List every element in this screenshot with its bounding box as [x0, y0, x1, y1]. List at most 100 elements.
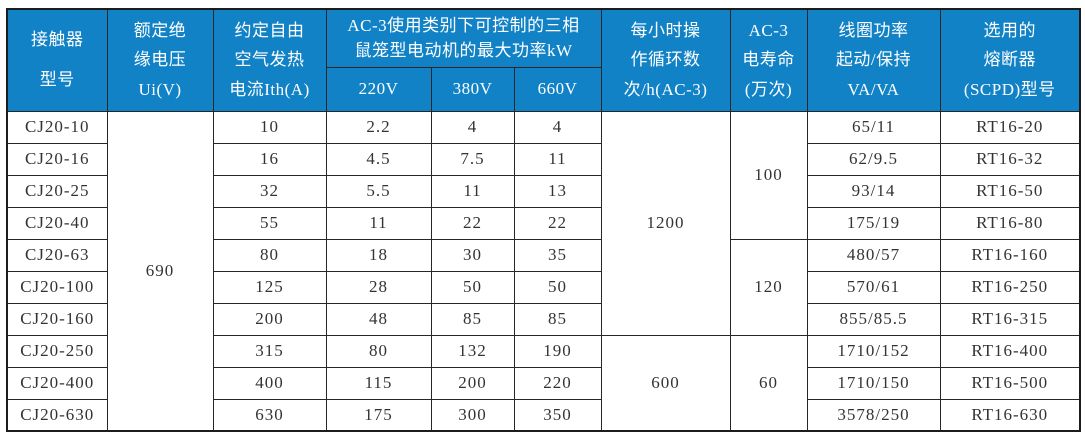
cell-coil: 93/14 — [806, 174, 941, 208]
header-kw-220v: 220V — [325, 66, 432, 112]
cell-model: CJ20-630 — [6, 398, 108, 432]
header-cycles: 每小时操 作循环数 次/h(AC-3) — [600, 8, 731, 112]
cell-kw-660v: 190 — [513, 334, 602, 368]
cell-kw-220v: 18 — [325, 238, 432, 272]
cell-model: CJ20-250 — [6, 334, 108, 368]
cell-coil: 3578/250 — [806, 398, 941, 432]
cell-ith: 80 — [212, 238, 327, 272]
cell-coil: 1710/152 — [806, 334, 941, 368]
header-life-line2: 电寿命 — [742, 50, 795, 70]
table-row: CJ20-25 32 5.5 11 13 93/14 RT16-50 — [6, 174, 1081, 208]
cell-fuse: RT16-500 — [939, 366, 1081, 400]
header-cycles-line1: 每小时操 — [630, 20, 701, 40]
cell-kw-220v: 2.2 — [325, 110, 432, 144]
cell-kw-380v: 7.5 — [430, 142, 515, 176]
header-fuse-line2: 熔断器 — [983, 50, 1036, 70]
cell-coil: 62/9.5 — [806, 142, 941, 176]
header-fuse-line1: 选用的 — [983, 20, 1036, 40]
header-coil-line2: 起动/保持 — [835, 50, 912, 70]
cell-coil: 855/85.5 — [806, 302, 941, 336]
header-ith-line1: 约定自由 — [234, 20, 305, 40]
cell-kw-220v: 80 — [325, 334, 432, 368]
cell-model: CJ20-16 — [6, 142, 108, 176]
header-ui: 额定绝 缘电压 Ui(V) — [106, 8, 214, 112]
cell-cycles: 1200 — [600, 110, 731, 336]
contactor-spec-table: 接触器 型号 额定绝 缘电压 Ui(V) 约定自由 空气发热 电流Ith(A) … — [6, 8, 1081, 432]
cell-coil: 65/11 — [806, 110, 941, 144]
cell-fuse: RT16-80 — [939, 206, 1081, 240]
cell-model: CJ20-160 — [6, 302, 108, 336]
cell-model: CJ20-400 — [6, 366, 108, 400]
table-row: CJ20-10 690 10 2.2 4 4 1200 100 65/11 RT16-20 — [6, 110, 1081, 432]
cell-kw-380v: 50 — [430, 270, 515, 304]
cell-ith: 315 — [212, 334, 327, 368]
header-life-line1: AC-3 — [748, 20, 789, 40]
cell-fuse: RT16-630 — [939, 398, 1081, 432]
header-ith: 约定自由 空气发热 电流Ith(A) — [212, 8, 327, 112]
cell-ith: 200 — [212, 302, 327, 336]
table-row: CJ20-400 400 115 200 220 1710/150 RT16-500 — [6, 366, 1081, 400]
header-cycles-line3: 次/h(AC-3) — [623, 80, 708, 100]
cell-kw-380v: 22 — [430, 206, 515, 240]
header-model-line2: 型号 — [39, 70, 75, 90]
header-life: AC-3 电寿命 (万次) — [729, 8, 808, 112]
header-kw-group: AC-3使用类别下可控制的三相 鼠笼型电动机的最大功率kW — [325, 8, 602, 68]
cell-kw-660v: 85 — [513, 302, 602, 336]
cell-ith: 630 — [212, 398, 327, 432]
header-row-sub: 220V 380V 660V — [7, 66, 1080, 112]
header-model-line1: 接触器 — [31, 30, 84, 50]
cell-model: CJ20-40 — [6, 206, 108, 240]
cell-life: 120 — [729, 238, 808, 336]
cell-kw-660v: 13 — [513, 174, 602, 208]
cell-kw-220v: 28 — [325, 270, 432, 304]
cell-ith: 10 — [212, 110, 327, 144]
cell-kw-660v: 220 — [513, 366, 602, 400]
header-life-line3: (万次) — [744, 80, 793, 100]
cell-kw-220v: 4.5 — [325, 142, 432, 176]
cell-life: 60 — [729, 334, 808, 432]
header-ith-line2: 空气发热 — [234, 50, 305, 70]
header-cycles-line2: 作循环数 — [630, 50, 701, 70]
cell-kw-660v: 350 — [513, 398, 602, 432]
cell-kw-380v: 300 — [430, 398, 515, 432]
header-kw-group-line1: AC-3使用类别下可控制的三相 — [347, 15, 580, 35]
cell-coil: 175/19 — [806, 206, 941, 240]
cell-kw-660v: 50 — [513, 270, 602, 304]
header-fuse-line3: (SCPD)型号 — [963, 80, 1056, 100]
cell-coil: 1710/150 — [806, 366, 941, 400]
cell-fuse: RT16-32 — [939, 142, 1081, 176]
cell-ith: 400 — [212, 366, 327, 400]
cell-kw-660v: 11 — [513, 142, 602, 176]
cell-ith: 55 — [212, 206, 327, 240]
header-ith-line3: 电流Ith(A) — [229, 80, 310, 100]
cell-coil: 570/61 — [806, 270, 941, 304]
cell-model: CJ20-10 — [6, 110, 108, 144]
header-kw-660v: 660V — [513, 66, 602, 112]
cell-kw-380v: 200 — [430, 366, 515, 400]
cell-kw-220v: 115 — [325, 366, 432, 400]
cell-coil: 480/57 — [806, 238, 941, 272]
cell-fuse: RT16-250 — [939, 270, 1081, 304]
header-coil-line3: VA/VA — [847, 80, 900, 100]
header-row-main: 接触器 型号 额定绝 缘电压 Ui(V) 约定自由 空气发热 电流Ith(A) … — [6, 8, 1081, 112]
table-body: CJ20-10 690 10 2.2 4 4 1200 100 65/11 RT16-20 CJ20… — [6, 110, 1081, 432]
cell-kw-220v: 48 — [325, 302, 432, 336]
cell-model: CJ20-100 — [6, 270, 108, 304]
header-ui-line2: 缘电压 — [133, 50, 187, 70]
table-row: CJ20-100 125 28 50 50 570/61 RT16-250 — [6, 270, 1081, 304]
cell-kw-380v: 132 — [430, 334, 515, 368]
header-fuse: 选用的 熔断器 (SCPD)型号 — [939, 8, 1081, 112]
header-kw-380v: 380V — [430, 66, 515, 112]
cell-ith: 16 — [212, 142, 327, 176]
cell-kw-660v: 22 — [513, 206, 602, 240]
header-ui-line1: 额定绝 — [133, 20, 187, 40]
cell-model: CJ20-25 — [6, 174, 108, 208]
cell-kw-380v: 11 — [430, 174, 515, 208]
cell-life: 100 — [729, 110, 808, 240]
table-row: CJ20-250 315 80 132 190 600 60 1710/152 RT16-400 — [6, 334, 1081, 432]
cell-kw-660v: 35 — [513, 238, 602, 272]
cell-fuse: RT16-315 — [939, 302, 1081, 336]
table-row: CJ20-40 55 11 22 22 175/19 RT16-80 — [6, 206, 1081, 240]
table-header: 接触器 型号 额定绝 缘电压 Ui(V) 约定自由 空气发热 电流Ith(A) … — [6, 8, 1081, 112]
